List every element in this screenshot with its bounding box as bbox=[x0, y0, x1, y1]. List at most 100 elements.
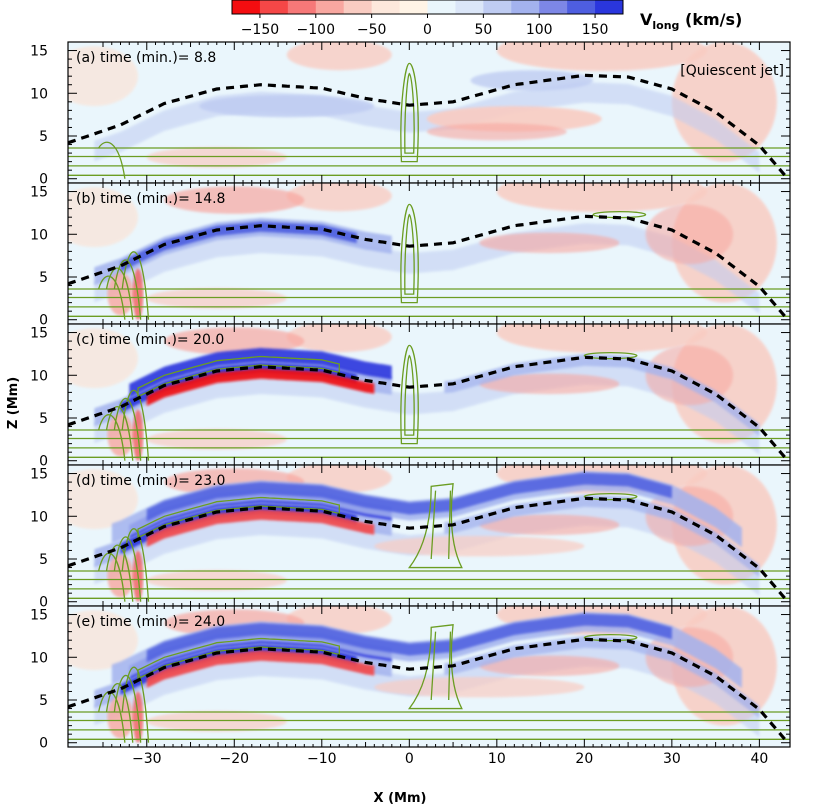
colorbar-cell bbox=[315, 0, 345, 14]
footpoint-loop bbox=[105, 267, 134, 320]
annotation-quiescent-jet: [Quiescent jet] bbox=[680, 63, 784, 79]
velocity-region bbox=[496, 42, 707, 72]
x-axis-label: X (Mm) bbox=[374, 791, 427, 806]
x-tick-label: 40 bbox=[750, 751, 768, 767]
footpoint-loop bbox=[98, 275, 126, 320]
velocity-region bbox=[68, 46, 138, 107]
jet-contour bbox=[400, 203, 419, 304]
x-tick-label: 0 bbox=[405, 751, 414, 767]
y-tick-label: 15 bbox=[30, 608, 48, 624]
right-contour bbox=[583, 351, 638, 360]
velocity-region bbox=[470, 70, 594, 91]
jet-contour bbox=[407, 624, 463, 710]
colorbar-cell bbox=[371, 0, 401, 14]
velocity-region bbox=[146, 288, 287, 309]
footpoint-loop bbox=[121, 389, 150, 461]
velocity-region bbox=[68, 610, 138, 671]
footpoint-loop bbox=[98, 414, 126, 461]
y-tick-label: 5 bbox=[39, 129, 48, 145]
y-tick-label: 0 bbox=[39, 172, 48, 188]
velocity-region bbox=[199, 94, 375, 118]
colorbar-tick-label: −100 bbox=[297, 22, 335, 38]
colorbar-tick-label: 0 bbox=[423, 22, 432, 38]
colorbar: −150 −100 −50 0 50 100 150 Vlong (km/s) bbox=[231, 0, 742, 38]
y-tick-label: 5 bbox=[39, 270, 48, 286]
colorbar-tick-label: 50 bbox=[474, 22, 492, 38]
velocity-region bbox=[146, 147, 287, 168]
colorbar-cell bbox=[455, 0, 484, 14]
footpoint-loop bbox=[105, 406, 134, 461]
velocity-region bbox=[496, 183, 707, 213]
colorbar-ticks: −150 −100 −50 0 50 100 150 bbox=[241, 14, 608, 38]
footpoint-loop bbox=[121, 528, 150, 602]
velocity-band-top-strong bbox=[146, 472, 672, 522]
footpoint-loop bbox=[121, 666, 150, 743]
panels: 0 5 10 15 (a) time (min.)= 8.8 [Quiescent jet… bbox=[30, 41, 791, 767]
colorbar-cell bbox=[427, 0, 456, 14]
colorbar-cell bbox=[595, 0, 624, 14]
colorbar-cells bbox=[232, 0, 624, 14]
velocity-region bbox=[107, 695, 134, 739]
velocity-band-right bbox=[444, 353, 760, 436]
velocity-band-pale bbox=[94, 364, 760, 455]
velocity-region bbox=[286, 42, 392, 71]
y-tick-label: 5 bbox=[39, 693, 48, 709]
colorbar-cell bbox=[259, 0, 289, 14]
flux-rope-axis-dashed bbox=[68, 637, 787, 742]
velocity-region bbox=[68, 328, 138, 389]
velocity-region bbox=[496, 324, 707, 354]
jet-contour bbox=[407, 483, 463, 569]
y-tick-label: 0 bbox=[39, 736, 48, 752]
velocity-region bbox=[374, 535, 585, 557]
panel-ticks bbox=[68, 606, 790, 747]
colorbar-cell bbox=[399, 0, 428, 14]
velocity-region bbox=[164, 327, 305, 355]
colorbar-tick-label: −150 bbox=[241, 22, 279, 38]
velocity-region bbox=[146, 570, 287, 591]
velocity-region bbox=[286, 324, 392, 353]
velocity-region bbox=[286, 183, 392, 212]
panel-b: 0 5 10 15 (b) time (min.)= 14.8 bbox=[30, 182, 791, 329]
colorbar-tick-label: −50 bbox=[357, 22, 387, 38]
panel-d: 0 5 10 15 (d) time (min.)= 23.0 bbox=[30, 464, 791, 611]
colorbar-tick-label: 100 bbox=[526, 22, 553, 38]
y-tick-label: 10 bbox=[30, 86, 48, 102]
panel-e: 0 5 10 15 (e) time (min.)= 24.0 bbox=[30, 605, 791, 752]
colorbar-cell bbox=[287, 0, 317, 14]
x-tick-label: −30 bbox=[132, 751, 162, 767]
y-axis-label: Z (Mm) bbox=[6, 377, 21, 429]
panel-label: (d) time (min.)= 23.0 bbox=[76, 473, 225, 489]
arch-contour bbox=[137, 496, 340, 539]
jet-contour-inner bbox=[404, 213, 415, 295]
y-tick-label: 15 bbox=[30, 44, 48, 60]
velocity-band-red bbox=[146, 509, 375, 547]
velocity-region bbox=[479, 514, 620, 536]
y-tick-label: 15 bbox=[30, 467, 48, 483]
velocity-region bbox=[479, 232, 620, 254]
flux-rope-axis-dashed bbox=[68, 73, 787, 178]
panel-frame bbox=[67, 605, 791, 748]
right-contour bbox=[583, 633, 638, 642]
velocity-band-strong bbox=[120, 221, 357, 272]
y-tick-label: 5 bbox=[39, 411, 48, 427]
y-tick-label: 15 bbox=[30, 185, 48, 201]
velocity-region bbox=[68, 469, 138, 530]
arch-contour bbox=[137, 637, 340, 680]
velocity-region bbox=[479, 373, 620, 395]
y-tick-label: 10 bbox=[30, 368, 48, 384]
velocity-region bbox=[164, 186, 305, 214]
velocity-band-red bbox=[146, 368, 375, 406]
y-tick-label: 0 bbox=[39, 313, 48, 329]
colorbar-cell bbox=[343, 0, 373, 14]
y-tick-label: 0 bbox=[39, 454, 48, 470]
velocity-region bbox=[671, 42, 777, 162]
flux-rope-axis-dashed bbox=[68, 214, 787, 319]
colorbar-cell bbox=[539, 0, 568, 14]
jet-contour bbox=[400, 344, 419, 445]
x-tick-label: −20 bbox=[220, 751, 250, 767]
jet-contour-inner bbox=[404, 354, 415, 436]
velocity-band-right bbox=[444, 635, 760, 718]
field-contours bbox=[68, 344, 790, 461]
panel-label: (e) time (min.)= 24.0 bbox=[76, 614, 225, 630]
